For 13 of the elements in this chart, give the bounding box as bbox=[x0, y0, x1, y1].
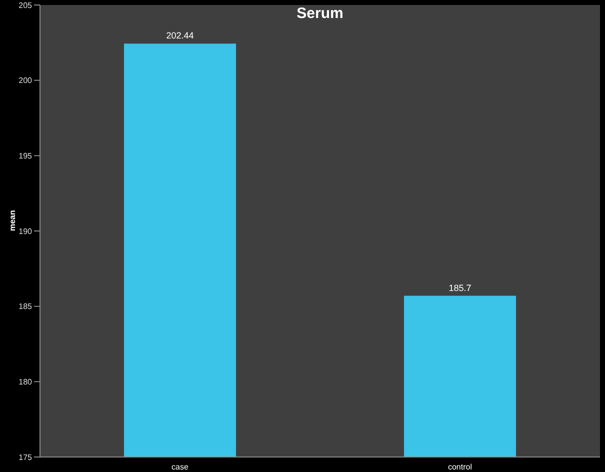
y-tick-label: 190 bbox=[18, 226, 33, 236]
y-tick-label: 180 bbox=[18, 378, 33, 387]
y-axis-title: mean bbox=[8, 210, 17, 231]
data-label: 185.7 bbox=[448, 282, 472, 293]
x-tick-label: case bbox=[172, 462, 189, 472]
data-label: 202.44 bbox=[166, 30, 194, 41]
y-tick-label: 185 bbox=[18, 302, 33, 312]
x-tick-label: control bbox=[448, 462, 472, 472]
chart-title: Serum bbox=[296, 5, 344, 22]
y-tick-label: 200 bbox=[18, 76, 33, 86]
y-tick-label: 205 bbox=[18, 0, 33, 10]
y-tick-label: 195 bbox=[18, 152, 33, 161]
y-tick-label: 175 bbox=[18, 452, 33, 462]
